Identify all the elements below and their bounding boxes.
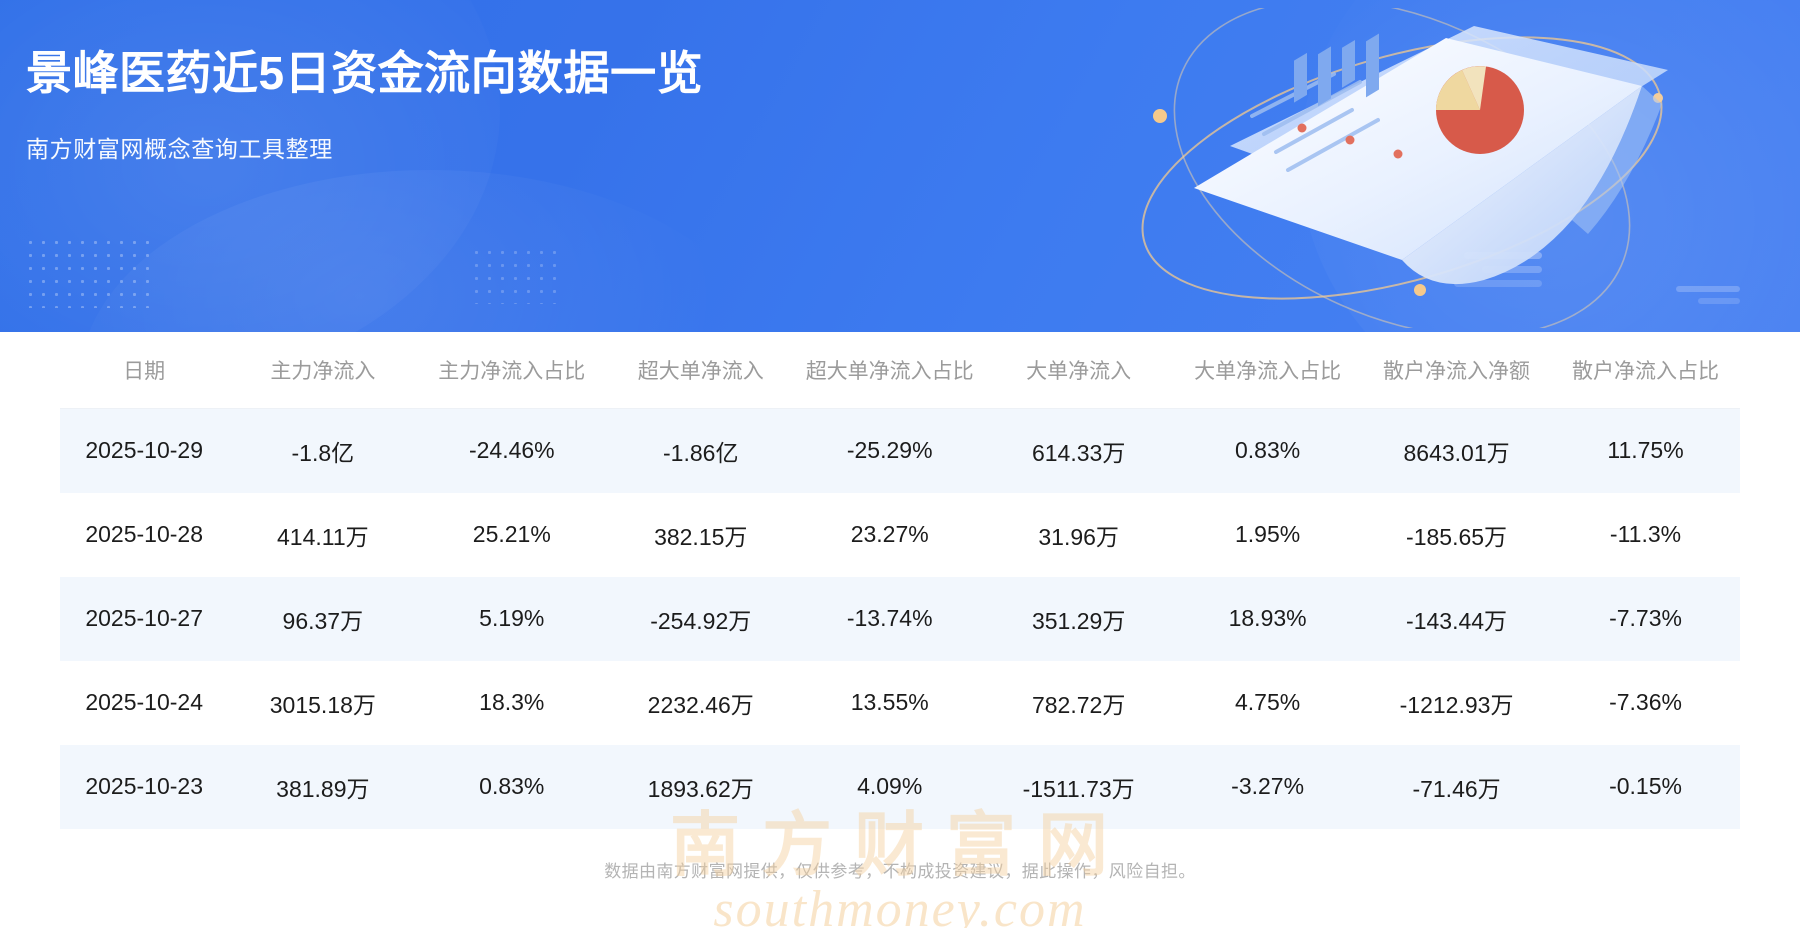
- banner-text-block: 景峰医药近5日资金流向数据一览 南方财富网概念查询工具整理: [26, 46, 703, 164]
- cell-retail-pct: -7.73%: [1609, 605, 1682, 632]
- cell-main-net: 96.37万: [282, 607, 364, 634]
- cell-xlarge-pct: -13.74%: [846, 605, 933, 632]
- cell-main-pct: 18.3%: [479, 689, 545, 716]
- column-header-date[interactable]: 日期: [60, 332, 229, 409]
- table-row: 2025-10-28 414.11万 25.21% 382.15万 23.27%…: [60, 492, 1740, 577]
- watermark-english: southmoney.com: [713, 881, 1087, 928]
- column-header-xlarge-net[interactable]: 超大单净流入: [606, 332, 796, 409]
- page-banner: 景峰医药近5日资金流向数据一览 南方财富网概念查询工具整理: [0, 0, 1800, 332]
- cell-retail-net: 8643.01万: [1403, 439, 1510, 466]
- column-header-large-net[interactable]: 大单净流入: [984, 332, 1174, 409]
- cell-retail-net: -71.46万: [1412, 775, 1501, 802]
- table-row: 2025-10-23 381.89万 0.83% 1893.62万 4.09% …: [60, 744, 1740, 829]
- fund-flow-table: 日期 主力净流入 主力净流入占比 超大单净流入 超大单净流入占比 大单净流入 大…: [60, 332, 1740, 829]
- cell-large-net: -1511.73万: [1022, 775, 1135, 802]
- cell-large-net: 31.96万: [1038, 523, 1119, 550]
- cell-xlarge-net: -1.86亿: [663, 439, 739, 466]
- cell-main-pct: 0.83%: [479, 773, 545, 800]
- cell-main-pct: 5.19%: [479, 605, 545, 632]
- cell-large-pct: 18.93%: [1228, 605, 1307, 632]
- cell-large-pct: 1.95%: [1234, 521, 1301, 548]
- table-header: 日期 主力净流入 主力净流入占比 超大单净流入 超大单净流入占比 大单净流入 大…: [60, 332, 1740, 409]
- cell-retail-net: -185.65万: [1406, 523, 1508, 550]
- financial-report-illustration: [1141, 8, 1668, 328]
- page-title: 景峰医药近5日资金流向数据一览: [26, 47, 704, 99]
- cell-retail-pct: -7.36%: [1609, 689, 1682, 716]
- cell-main-net: -1.8亿: [291, 439, 355, 466]
- stripe-decoration-5: [1698, 298, 1740, 304]
- cell-date: 2025-10-23: [85, 773, 203, 800]
- cell-xlarge-pct: 4.09%: [857, 773, 923, 800]
- dot-grid-decoration-mid: [470, 246, 566, 304]
- cell-retail-net: -1212.93万: [1399, 691, 1514, 718]
- stripe-decoration-3: [1454, 280, 1542, 287]
- column-header-main-net[interactable]: 主力净流入: [228, 332, 418, 409]
- cell-large-pct: -3.27%: [1231, 773, 1305, 800]
- cell-date: 2025-10-29: [85, 437, 203, 464]
- cell-retail-pct: 11.75%: [1607, 437, 1684, 464]
- cell-main-net: 3015.18万: [269, 691, 376, 718]
- table-row: 2025-10-24 3015.18万 18.3% 2232.46万 13.55…: [60, 660, 1740, 745]
- footer-disclaimer: 数据由南方财富网提供，仅供参考，不构成投资建议，据此操作，风险自担。: [604, 861, 1196, 881]
- cell-retail-pct: -11.3%: [1609, 521, 1682, 548]
- cell-xlarge-pct: -25.29%: [846, 437, 933, 464]
- cell-main-net: 414.11万: [277, 523, 369, 550]
- table-row: 2025-10-27 96.37万 5.19% -254.92万 -13.74%…: [60, 576, 1740, 661]
- cell-large-pct: 4.75%: [1234, 689, 1301, 716]
- cell-date: 2025-10-28: [85, 521, 203, 548]
- cell-xlarge-net: 2232.46万: [647, 691, 754, 718]
- cell-xlarge-pct: 23.27%: [850, 521, 929, 548]
- table-body: 2025-10-29 -1.8亿 -24.46% -1.86亿 -25.29% …: [60, 408, 1740, 829]
- cell-large-pct: 0.83%: [1234, 437, 1301, 464]
- stripe-decoration-2: [1482, 266, 1542, 273]
- cell-xlarge-pct: 13.55%: [850, 689, 929, 716]
- cell-large-net: 782.72万: [1031, 691, 1126, 718]
- page-subtitle: 南方财富网概念查询工具整理: [26, 136, 333, 163]
- cell-xlarge-net: 1893.62万: [647, 775, 754, 802]
- cell-main-net: 381.89万: [276, 775, 370, 802]
- table-header-row: 日期 主力净流入 主力净流入占比 超大单净流入 超大单净流入占比 大单净流入 大…: [60, 332, 1740, 409]
- stripe-decoration-4: [1676, 286, 1740, 292]
- cell-large-net: 351.29万: [1031, 607, 1126, 634]
- cell-date: 2025-10-27: [85, 605, 203, 632]
- dot-grid-decoration-left: [24, 236, 150, 308]
- cell-main-pct: -24.46%: [468, 437, 555, 464]
- column-header-xlarge-pct[interactable]: 超大单净流入占比: [795, 332, 985, 409]
- column-header-large-pct[interactable]: 大单净流入占比: [1173, 332, 1363, 409]
- cell-retail-pct: -0.15%: [1609, 773, 1682, 800]
- column-header-retail-pct[interactable]: 散户净流入占比: [1551, 332, 1740, 409]
- fund-flow-table-container: 南方财富网 southmoney.com 日期 主力净流入 主力净流入占比 超大…: [0, 332, 1800, 928]
- cell-xlarge-net: 382.15万: [654, 523, 748, 550]
- cell-xlarge-net: -254.92万: [650, 607, 752, 634]
- cell-large-net: 614.33万: [1031, 439, 1126, 466]
- cell-main-pct: 25.21%: [472, 521, 551, 548]
- cell-date: 2025-10-24: [85, 689, 203, 716]
- table-row: 2025-10-29 -1.8亿 -24.46% -1.86亿 -25.29% …: [60, 408, 1740, 493]
- column-header-retail-net[interactable]: 散户净流入净额: [1362, 332, 1552, 409]
- column-header-main-pct[interactable]: 主力净流入占比: [417, 332, 607, 409]
- cell-retail-net: -143.44万: [1406, 607, 1508, 634]
- banner-arc-decoration-center: [80, 170, 780, 332]
